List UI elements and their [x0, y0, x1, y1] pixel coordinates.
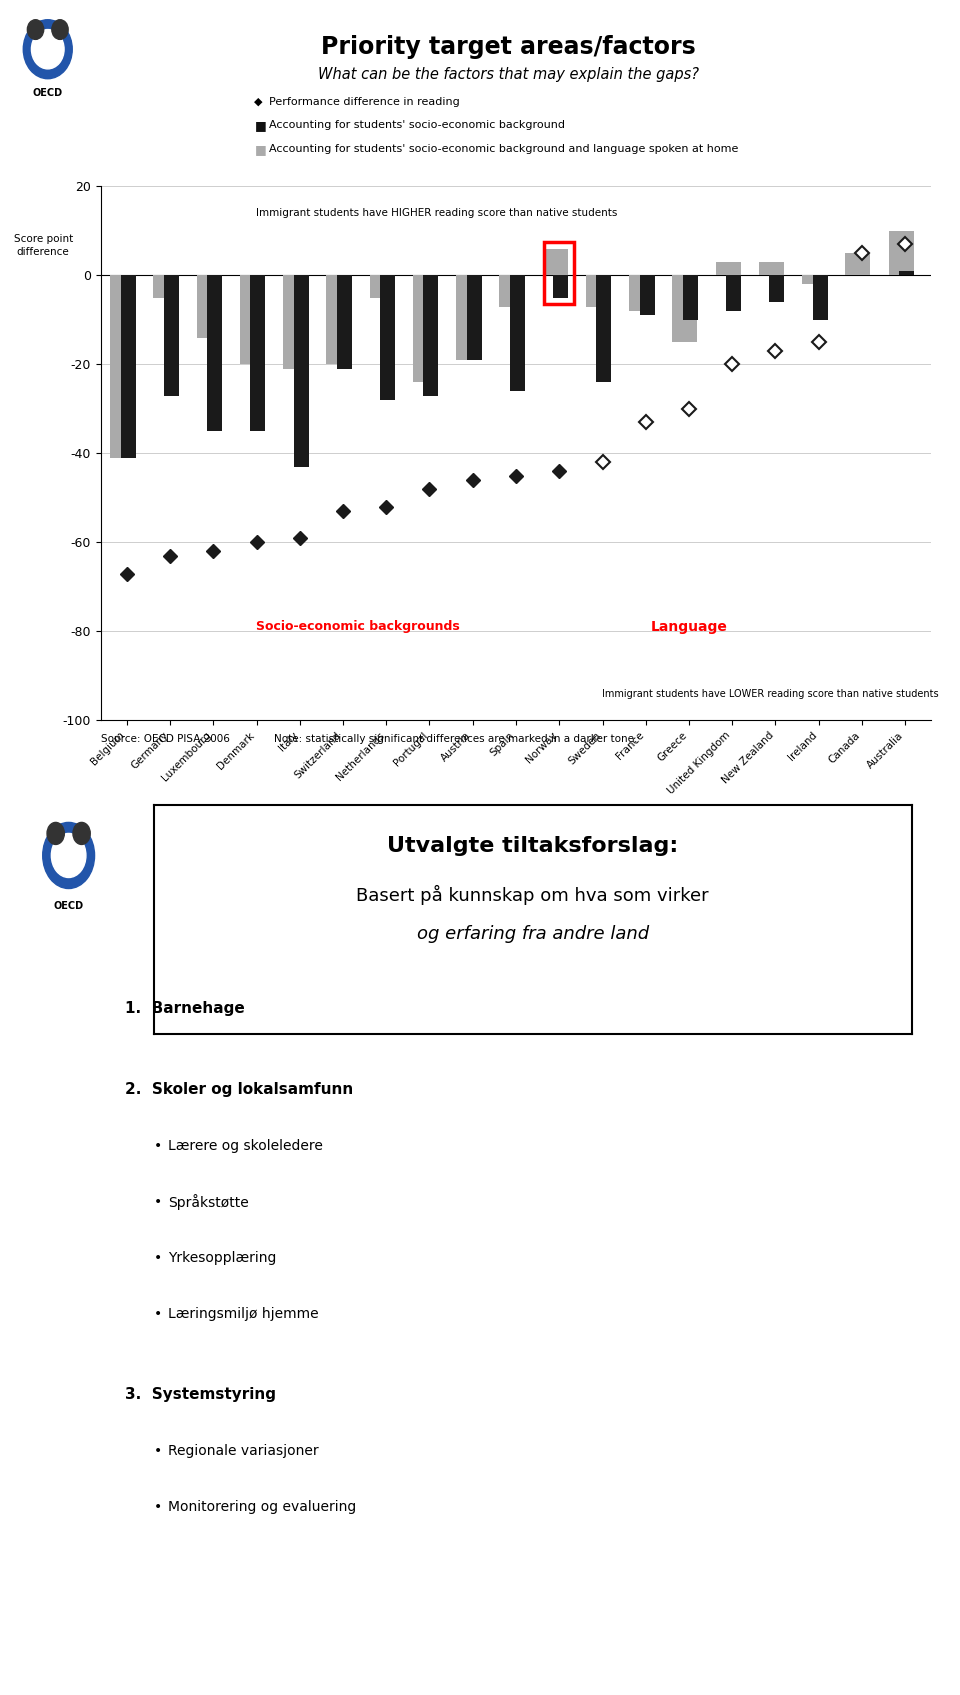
- Circle shape: [27, 20, 44, 39]
- Text: 1.  Barnehage: 1. Barnehage: [125, 1002, 245, 1015]
- Bar: [240, 276, 265, 364]
- Circle shape: [32, 29, 64, 69]
- Text: Accounting for students' socio-economic background and language spoken at home: Accounting for students' socio-economic …: [269, 144, 738, 154]
- Text: •: •: [154, 1251, 162, 1264]
- Text: Socio-economic backgrounds: Socio-economic backgrounds: [256, 620, 460, 634]
- Circle shape: [73, 822, 90, 844]
- Text: Yrkesopplæring: Yrkesopplæring: [168, 1251, 276, 1264]
- Text: og erfaring fra andre land: og erfaring fra andre land: [417, 925, 649, 942]
- Bar: [812, 276, 828, 320]
- Text: OECD: OECD: [54, 900, 84, 910]
- Bar: [759, 263, 783, 276]
- Text: Language: Language: [651, 620, 728, 634]
- Text: Språkstøtte: Språkstøtte: [168, 1193, 249, 1210]
- Bar: [726, 276, 741, 312]
- Text: •: •: [154, 1307, 162, 1320]
- Bar: [553, 276, 568, 298]
- Text: Source: OECD PISA 2006: Source: OECD PISA 2006: [101, 734, 229, 744]
- Bar: [370, 276, 395, 298]
- Bar: [499, 276, 524, 307]
- Bar: [337, 276, 352, 370]
- Bar: [672, 276, 697, 342]
- Bar: [629, 276, 654, 312]
- Text: Accounting for students' socio-economic background: Accounting for students' socio-economic …: [269, 120, 564, 131]
- Bar: [510, 276, 525, 392]
- Text: Priority target areas/factors: Priority target areas/factors: [322, 36, 696, 59]
- Bar: [326, 276, 351, 364]
- Text: ■: ■: [254, 142, 266, 156]
- Text: Monitorering og evaluering: Monitorering og evaluering: [168, 1500, 356, 1514]
- Bar: [846, 253, 871, 276]
- Text: •: •: [154, 1500, 162, 1514]
- Bar: [544, 242, 574, 305]
- Bar: [803, 276, 828, 285]
- Text: What can be the factors that may explain the gaps?: What can be the factors that may explain…: [319, 68, 699, 81]
- Text: ◆: ◆: [254, 97, 263, 107]
- Bar: [413, 276, 438, 383]
- Bar: [683, 276, 698, 320]
- Bar: [121, 276, 135, 458]
- Bar: [596, 276, 612, 383]
- Circle shape: [42, 822, 94, 888]
- Bar: [283, 276, 308, 370]
- Bar: [715, 263, 740, 276]
- Circle shape: [52, 834, 86, 878]
- Text: •: •: [154, 1195, 162, 1209]
- Circle shape: [52, 20, 68, 39]
- Text: Lærere og skoleledere: Lærere og skoleledere: [168, 1139, 323, 1153]
- Text: Utvalgte tiltaksforslag:: Utvalgte tiltaksforslag:: [387, 836, 679, 856]
- Bar: [542, 249, 567, 276]
- Text: Performance difference in reading: Performance difference in reading: [269, 97, 460, 107]
- Bar: [423, 276, 439, 395]
- Bar: [251, 276, 266, 431]
- Bar: [769, 276, 784, 302]
- Text: Basert på kunnskap om hva som virker: Basert på kunnskap om hva som virker: [356, 885, 709, 905]
- Text: •: •: [154, 1444, 162, 1458]
- Text: 3.  Systemstyring: 3. Systemstyring: [125, 1388, 276, 1402]
- Bar: [207, 276, 223, 431]
- Bar: [456, 276, 481, 359]
- Bar: [154, 276, 179, 298]
- Text: Note: statistically significant differences are marked in a darker tone.: Note: statistically significant differen…: [274, 734, 637, 744]
- Circle shape: [23, 20, 72, 78]
- Bar: [639, 276, 655, 315]
- Bar: [467, 276, 482, 359]
- Bar: [197, 276, 222, 337]
- Bar: [164, 276, 179, 395]
- Text: Regionale variasjoner: Regionale variasjoner: [168, 1444, 319, 1458]
- Text: Læringsmiljø hjemme: Læringsmiljø hjemme: [168, 1307, 319, 1320]
- Text: ■: ■: [254, 119, 266, 132]
- Text: Immigrant students have LOWER reading score than native students: Immigrant students have LOWER reading sc…: [603, 688, 939, 698]
- Circle shape: [47, 822, 64, 844]
- Bar: [586, 276, 611, 307]
- Text: •: •: [154, 1139, 162, 1153]
- Text: 2.  Skoler og lokalsamfunn: 2. Skoler og lokalsamfunn: [125, 1083, 353, 1097]
- Bar: [294, 276, 309, 466]
- Text: Score point
difference: Score point difference: [13, 234, 73, 258]
- Bar: [380, 276, 396, 400]
- Bar: [889, 231, 914, 276]
- Text: OECD: OECD: [33, 88, 62, 98]
- Bar: [899, 271, 914, 276]
- Text: Immigrant students have HIGHER reading score than native students: Immigrant students have HIGHER reading s…: [256, 208, 618, 219]
- Bar: [110, 276, 135, 458]
